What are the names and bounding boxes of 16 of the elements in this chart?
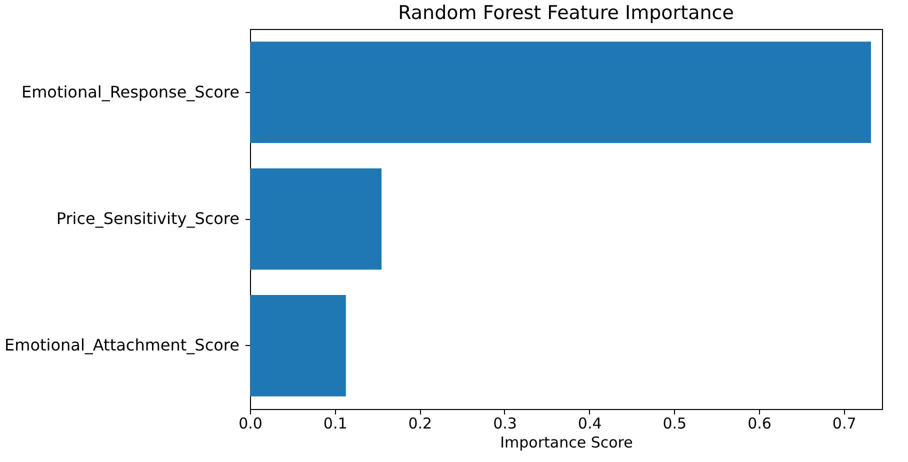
- y-tick-label: Price_Sensitivity_Score: [56, 209, 240, 228]
- bar: [250, 295, 346, 396]
- bar: [250, 168, 382, 270]
- y-tick-label: Emotional_Response_Score: [21, 82, 240, 102]
- x-tick-label: 0.4: [578, 414, 602, 432]
- x-axis-title: Importance Score: [500, 434, 633, 452]
- chart-title: Random Forest Feature Importance: [398, 2, 734, 24]
- x-tick-label: 0.2: [408, 414, 432, 432]
- x-tick-label: 0.1: [323, 414, 348, 432]
- x-tick-label: 0.7: [832, 414, 856, 432]
- x-tick-label: 0.5: [662, 414, 687, 432]
- bar: [250, 42, 871, 143]
- x-tick-label: 0.3: [493, 414, 517, 432]
- y-tick-label: Emotional_Attachment_Score: [4, 336, 240, 355]
- x-tick-label: 0.6: [748, 414, 772, 432]
- x-tick-label: 0.0: [238, 414, 262, 432]
